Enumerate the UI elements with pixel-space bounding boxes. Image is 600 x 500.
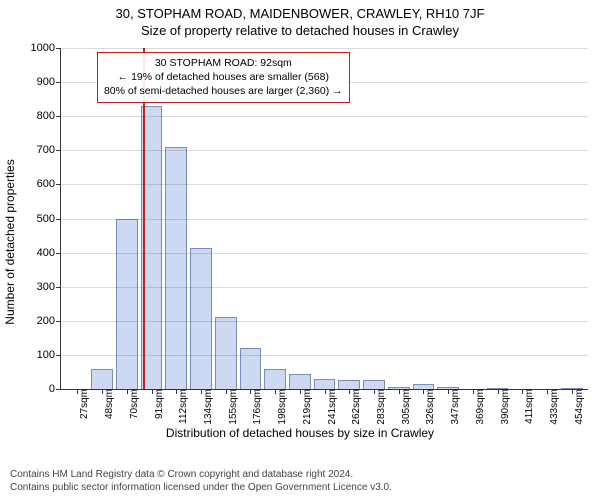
x-tick-label: 155sqm: [222, 389, 239, 425]
x-tick-label: 48sqm: [98, 389, 115, 419]
annotation-line2: ← 19% of detached houses are smaller (56…: [104, 70, 343, 84]
grid-line: [61, 355, 588, 356]
grid-line: [61, 116, 588, 117]
y-tick-label: 1000: [31, 42, 61, 54]
chart-container: Number of detached properties 27sqm48sqm…: [0, 42, 600, 442]
title-block: 30, STOPHAM ROAD, MAIDENBOWER, CRAWLEY, …: [0, 0, 600, 40]
histogram-bar: [215, 317, 237, 389]
histogram-bar: [190, 248, 212, 390]
x-axis-label: Distribution of detached houses by size …: [0, 426, 600, 440]
x-tick-label: 176sqm: [246, 389, 263, 425]
x-tick-label: 283sqm: [370, 389, 387, 425]
x-tick-label: 241sqm: [321, 389, 338, 425]
x-tick-label: 433sqm: [543, 389, 560, 425]
histogram-bar: [264, 369, 286, 389]
x-tick-label: 390sqm: [494, 389, 511, 425]
y-axis-label: Number of detached properties: [3, 159, 17, 324]
x-tick-label: 262sqm: [345, 389, 362, 425]
grid-line: [61, 150, 588, 151]
y-tick-label: 400: [37, 247, 61, 259]
histogram-bar: [363, 380, 385, 389]
histogram-bar: [116, 219, 138, 390]
x-tick-label: 369sqm: [469, 389, 486, 425]
attribution-footer: Contains HM Land Registry data © Crown c…: [10, 468, 392, 494]
y-tick-label: 800: [37, 110, 61, 122]
footer-line1: Contains HM Land Registry data © Crown c…: [10, 468, 392, 481]
grid-line: [61, 287, 588, 288]
y-tick-label: 700: [37, 144, 61, 156]
x-tick-label: 198sqm: [271, 389, 288, 425]
subtitle: Size of property relative to detached ho…: [10, 23, 590, 38]
annotation-line3: 80% of semi-detached houses are larger (…: [104, 84, 343, 98]
x-tick-label: 454sqm: [568, 389, 585, 425]
histogram-bar: [314, 379, 336, 389]
histogram-bar: [289, 374, 311, 389]
x-tick-label: 347sqm: [444, 389, 461, 425]
plot-area: 27sqm48sqm70sqm91sqm112sqm134sqm155sqm17…: [60, 48, 588, 390]
x-tick-label: 326sqm: [419, 389, 436, 425]
address-title: 30, STOPHAM ROAD, MAIDENBOWER, CRAWLEY, …: [10, 6, 590, 21]
x-tick-label: 112sqm: [172, 389, 189, 424]
x-tick-label: 411sqm: [518, 389, 535, 424]
y-tick-label: 0: [49, 383, 61, 395]
grid-line: [61, 48, 588, 49]
histogram-bar: [165, 147, 187, 389]
y-tick-label: 300: [37, 281, 61, 293]
x-tick-label: 70sqm: [123, 389, 140, 419]
x-tick-label: 134sqm: [197, 389, 214, 425]
y-tick-label: 200: [37, 315, 61, 327]
histogram-bar: [338, 380, 360, 389]
grid-line: [61, 321, 588, 322]
x-tick-label: 91sqm: [148, 389, 165, 419]
y-tick-label: 100: [37, 349, 61, 361]
grid-line: [61, 184, 588, 185]
grid-line: [61, 253, 588, 254]
y-tick-label: 900: [37, 76, 61, 88]
histogram-bar: [91, 369, 113, 389]
footer-line2: Contains public sector information licen…: [10, 481, 392, 494]
annotation-callout: 30 STOPHAM ROAD: 92sqm ← 19% of detached…: [97, 52, 350, 103]
x-tick-label: 219sqm: [296, 389, 313, 425]
x-tick-label: 305sqm: [395, 389, 412, 425]
y-tick-label: 500: [37, 213, 61, 225]
annotation-line1: 30 STOPHAM ROAD: 92sqm: [104, 56, 343, 70]
x-tick-label: 27sqm: [73, 389, 90, 419]
grid-line: [61, 219, 588, 220]
y-tick-label: 600: [37, 178, 61, 190]
